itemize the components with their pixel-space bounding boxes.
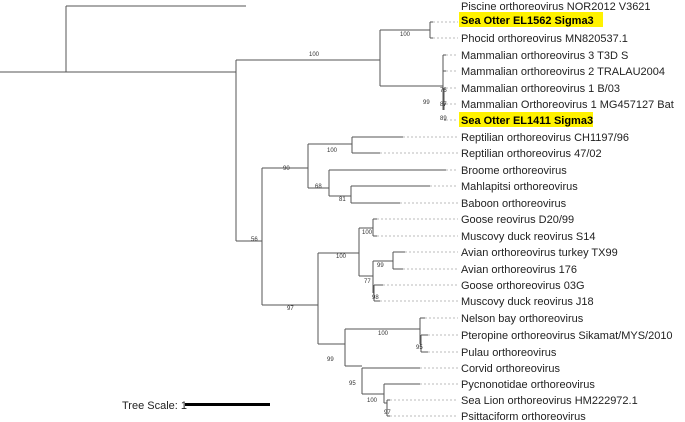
bootstrap-label: 90 (283, 166, 290, 172)
bootstrap-label: 99 (377, 263, 384, 269)
highlight-sea-otter-el1562 (459, 12, 603, 27)
bootstrap-label: 95 (416, 345, 423, 351)
leaf-label-highlighted: Sea Otter EL1411 Sigma3 (461, 115, 593, 127)
bootstrap-label: 97 (384, 410, 391, 416)
bootstrap-label: 100 (400, 32, 411, 38)
bootstrap-label: 77 (364, 279, 371, 285)
leaf-label: Broome orthoreovirus (461, 165, 567, 177)
leaf-label: Reptilian orthoreovirus 47/02 (461, 148, 602, 160)
leaf-label: Avian orthoreovirus 176 (461, 264, 577, 276)
bootstrap-label: 100 (336, 254, 347, 260)
highlight-sea-otter-el1411 (459, 112, 593, 127)
leaf-label: Piscine orthoreovirus NOR2012 V3621 (461, 1, 651, 13)
bootstrap-label: 100 (327, 148, 338, 154)
leaf-label: Goose orthoreovirus 03G (461, 280, 585, 292)
bootstrap-label: 98 (372, 295, 379, 301)
bootstrap-label: 87 (440, 102, 447, 108)
leader-lines (377, 21, 458, 417)
leaf-label: Reptilian orthoreovirus CH1197/96 (461, 132, 629, 144)
bootstrap-label: 89 (440, 116, 447, 122)
leaf-label: Baboon orthoreovirus (461, 198, 567, 210)
leaf-label: Mammalian orthoreovirus 3 T3D S (461, 50, 628, 62)
leaf-label: Phocid orthoreovirus MN820537.1 (461, 33, 628, 45)
leaf-label: Pycnonotidae orthoreovirus (461, 379, 595, 391)
leaf-label: Goose reovirus D20/99 (461, 214, 574, 226)
bootstrap-label: 100 (309, 52, 320, 58)
tree-scale-label: Tree Scale: 1 (122, 400, 187, 412)
leaf-label: Avian orthoreovirus turkey TX99 (461, 247, 618, 259)
bootstrap-label: 81 (339, 197, 346, 203)
bootstrap-label: 100 (367, 398, 378, 404)
leaf-label: Muscovy duck reovirus S14 (461, 231, 596, 243)
leaf-label: Pulau orthoreovirus (461, 347, 557, 359)
leaf-label: Muscovy duck reovirus J18 (461, 296, 594, 308)
leaf-label: Mammalian Orthoreovirus 1 MG457127 Bat (461, 99, 674, 111)
bootstrap-label: 95 (349, 381, 356, 387)
leaf-label: Mahlapitsi orthoreovirus (461, 181, 578, 193)
bootstrap-values: 100 100 99 76 87 89 100 90 68 81 56 100 … (251, 32, 447, 416)
leaf-label: Mammalian orthoreovirus 2 TRALAU2004 (461, 66, 665, 78)
leaf-label: Corvid orthoreovirus (461, 363, 561, 375)
leaf-label: Psittaciform orthoreovirus (461, 411, 586, 422)
leaf-label: Sea Lion orthoreovirus HM222972.1 (461, 395, 638, 407)
tree-scale-bar (185, 403, 270, 406)
bootstrap-label: 99 (327, 357, 334, 363)
bootstrap-label: 100 (378, 331, 389, 337)
bootstrap-label: 76 (440, 88, 447, 94)
leaf-label-highlighted: Sea Otter EL1562 Sigma3 (461, 15, 594, 27)
bootstrap-label: 97 (287, 306, 294, 312)
bootstrap-label: 56 (251, 237, 258, 243)
bootstrap-label: 99 (423, 100, 430, 106)
leaf-label: Nelson bay orthoreovirus (461, 313, 584, 325)
leaf-label: Mammalian orthoreovirus 1 B/03 (461, 83, 620, 95)
bootstrap-label: 100 (362, 230, 373, 236)
leaf-label: Pteropine orthoreovirus Sikamat/MYS/2010 (461, 330, 673, 342)
bootstrap-label: 68 (315, 184, 322, 190)
